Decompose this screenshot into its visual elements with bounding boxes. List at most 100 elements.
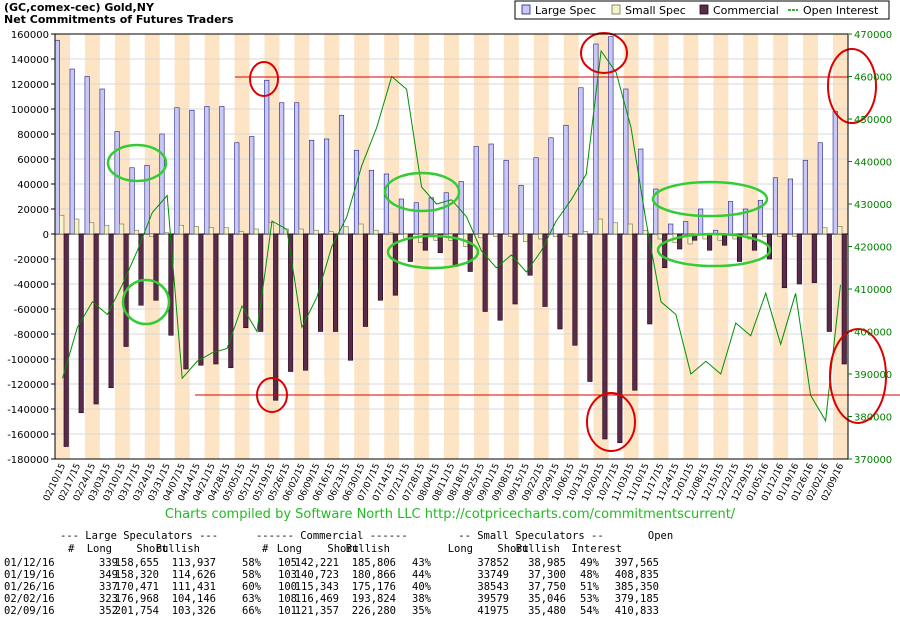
table-cell: 115,343 — [294, 581, 339, 593]
stripe — [743, 34, 759, 459]
right-tick-label: 370000 — [854, 455, 892, 466]
large-spec-bar — [398, 198, 404, 235]
commercial-bar — [347, 233, 354, 361]
large-spec-bar — [757, 199, 764, 235]
large-spec-bar — [69, 68, 75, 235]
table-cell: 39579 — [477, 593, 509, 605]
legend-label: Open Interest — [803, 4, 879, 17]
commercial-bar — [362, 233, 369, 327]
small-spec-bar — [612, 222, 618, 235]
red-highlight-ellipse — [580, 32, 628, 74]
commercial-bar — [796, 233, 802, 285]
commercial-bar — [781, 233, 787, 289]
table-column-header: # — [262, 543, 269, 555]
commercial-bar — [542, 233, 548, 307]
large-spec-bar — [309, 139, 315, 235]
table-cell: 49% — [580, 557, 599, 569]
commercial-bar — [168, 233, 174, 336]
large-spec-bar — [772, 177, 778, 235]
commercial-bar — [497, 233, 503, 321]
table-cell: 113,937 — [171, 557, 216, 569]
left-tick-label: -40000 — [14, 280, 49, 291]
legend-swatch — [699, 4, 709, 15]
large-spec-bar — [324, 138, 330, 235]
commercial-bar — [811, 233, 817, 284]
right-tick-label: 420000 — [854, 243, 892, 254]
left-tick-label: 80000 — [17, 130, 49, 141]
table-column-header: Long — [276, 543, 302, 555]
small-spec-bar — [493, 233, 499, 237]
table-cell: 01/12/16 — [4, 557, 55, 569]
highlight-ellipses — [106, 32, 887, 452]
red-highlight-ellipse — [827, 48, 877, 124]
table-cell: 116,469 — [294, 593, 339, 605]
legend-label: Small Spec — [625, 4, 686, 17]
large-spec-bar — [294, 102, 300, 235]
table-cell: 02/02/16 — [4, 593, 55, 605]
table-cell: 105 — [278, 557, 297, 569]
right-axis-ticks: 470000 460000 450000 440000 430000 420000 4100… — [848, 30, 892, 466]
commercial-bar — [527, 233, 533, 276]
table-column-header: Interest — [571, 543, 622, 555]
large-spec-bar — [159, 133, 165, 235]
commercial-bar — [288, 233, 294, 372]
commercial-bar — [273, 233, 279, 401]
stripe — [234, 34, 250, 459]
reference-lines — [195, 76, 900, 396]
large-spec-bar — [338, 114, 345, 235]
table-cell: 35% — [412, 605, 431, 617]
table-cell: 44% — [412, 569, 431, 581]
large-spec-bar — [802, 159, 808, 235]
table-cell: 37,300 — [528, 569, 566, 581]
green-highlight-ellipse — [651, 180, 769, 218]
commercial-bar — [736, 233, 743, 262]
stripe — [473, 34, 489, 459]
table-cell: 51% — [580, 581, 599, 593]
commercial-bar — [602, 233, 608, 440]
large-spec-bar — [742, 208, 749, 235]
table-cell: 114,626 — [171, 569, 216, 581]
table-cell: 58% — [242, 569, 261, 581]
commercial-bar — [377, 233, 383, 301]
commercial-bar — [243, 233, 249, 329]
table-column-header: Short — [497, 543, 529, 555]
large-spec-bar — [608, 36, 614, 235]
table-cell: 397,565 — [614, 557, 659, 569]
large-spec-bar — [249, 136, 255, 235]
small-spec-bar — [597, 218, 603, 235]
commercial-bar — [662, 233, 668, 269]
large-spec-bar — [563, 124, 569, 235]
commercial-bar — [647, 233, 653, 325]
large-spec-bar — [264, 79, 270, 235]
legend-swatch — [521, 4, 531, 15]
stripe — [444, 34, 459, 459]
right-tick-label: 430000 — [854, 200, 892, 211]
small-spec-bar — [777, 233, 783, 237]
large-spec-bar — [533, 157, 539, 235]
right-tick-label: 400000 — [854, 328, 892, 339]
table-cell: 40% — [412, 581, 431, 593]
commercial-bar — [407, 233, 413, 262]
cot-chart: 160000 140000 120000 100000 80000 60000 40000 2… — [4, 0, 900, 522]
commercial-bar — [303, 233, 309, 371]
large-spec-bar — [728, 201, 734, 235]
table-cell: 02/09/16 — [4, 605, 55, 617]
green-highlight-ellipse — [106, 143, 168, 183]
table-cell: 104,146 — [171, 593, 216, 605]
table-cell: 60% — [242, 581, 261, 593]
stripe — [503, 34, 519, 459]
small-spec-bar — [163, 232, 170, 235]
commercial-bar — [707, 233, 713, 251]
table-cell: 379,185 — [614, 593, 659, 605]
large-spec-bar — [368, 169, 374, 235]
large-spec-bar — [578, 87, 584, 235]
green-highlight-ellipse — [121, 278, 171, 326]
commercial-bar — [841, 233, 847, 365]
table-cell: 37852 — [477, 557, 509, 569]
table-cell: 339 — [99, 557, 118, 569]
right-tick-label: 440000 — [854, 158, 892, 169]
table-cell: 201,754 — [114, 605, 159, 617]
table-cell: 158,320 — [114, 569, 159, 581]
large-spec-bar — [279, 102, 285, 235]
table-cell: 01/19/16 — [4, 569, 55, 581]
